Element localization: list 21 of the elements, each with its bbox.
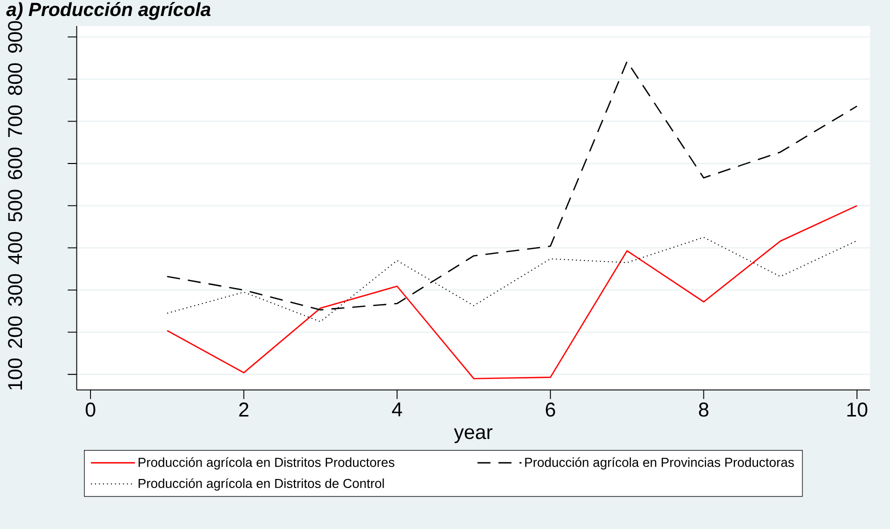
- y-tick-label: 100: [8, 358, 22, 390]
- x-tick-label: 10: [847, 402, 868, 417]
- x-tick-label: 6: [546, 402, 556, 417]
- x-tick-label: 0: [86, 402, 96, 417]
- x-axis-title: year: [454, 428, 492, 444]
- y-tick-label: 600: [8, 148, 22, 180]
- legend-label: Producción agrícola en Distritos Productores: [138, 457, 394, 470]
- legend-label: Producción agrícola en Provincias Productoras: [525, 457, 794, 470]
- y-tick-label: 700: [8, 105, 22, 137]
- y-tick-label: 800: [8, 63, 22, 95]
- legend-label: Producción agrícola en Distritos de Control: [138, 478, 384, 491]
- y-tick-label: 400: [8, 232, 22, 264]
- x-tick-label: 8: [698, 402, 708, 417]
- chart-title: a) Producción agrícola: [6, 2, 210, 20]
- y-tick-label: 200: [8, 316, 22, 348]
- y-tick-label: 900: [8, 21, 22, 53]
- x-tick-label: 2: [239, 402, 248, 416]
- x-tick-label: 4: [392, 402, 402, 416]
- y-tick-label: 500: [8, 190, 22, 222]
- y-tick-label: 300: [8, 274, 22, 306]
- line-series: [166, 205, 858, 380]
